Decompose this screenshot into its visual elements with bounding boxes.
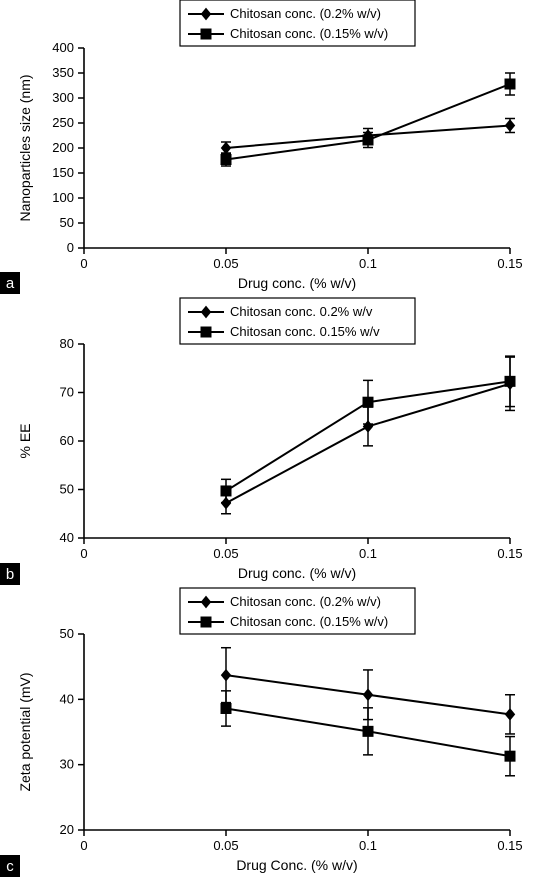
data-marker [505, 376, 516, 387]
legend-label: Chitosan conc. (0.15% w/v) [230, 26, 388, 41]
y-tick-label: 50 [60, 482, 74, 497]
y-tick-label: 50 [60, 215, 74, 230]
y-tick-label: 50 [60, 626, 74, 641]
panel-label: b [6, 566, 14, 583]
legend-marker-icon [201, 327, 212, 338]
x-axis-label: Drug conc. (% w/v) [238, 565, 356, 581]
x-tick-label: 0.05 [213, 838, 238, 853]
data-marker [221, 485, 232, 496]
y-tick-label: 80 [60, 336, 74, 351]
x-tick-label: 0.1 [359, 838, 377, 853]
data-marker [363, 688, 373, 701]
x-axis-label: Drug conc. (% w/v) [238, 275, 356, 291]
x-tick-label: 0 [80, 256, 87, 271]
data-marker [505, 79, 516, 90]
y-axis-label: % EE [17, 423, 33, 458]
data-marker [505, 708, 515, 721]
data-marker [505, 119, 515, 132]
y-axis-label: Zeta potential (mV) [17, 672, 33, 791]
data-marker [505, 751, 516, 762]
y-axis-label: Nanoparticles size (nm) [17, 74, 33, 221]
legend-label: Chitosan conc. 0.2% w/v [230, 304, 373, 319]
legend-label: Chitosan conc. 0.15% w/v [230, 324, 380, 339]
data-marker [221, 703, 232, 714]
y-tick-label: 150 [52, 165, 74, 180]
y-tick-label: 200 [52, 140, 74, 155]
x-tick-label: 0.15 [497, 256, 522, 271]
legend-label: Chitosan conc. (0.15% w/v) [230, 614, 388, 629]
x-tick-label: 0 [80, 838, 87, 853]
x-tick-label: 0.1 [359, 546, 377, 561]
data-marker [221, 669, 231, 682]
legend-marker-icon [201, 617, 212, 628]
y-tick-label: 400 [52, 40, 74, 55]
legend-marker-icon [201, 29, 212, 40]
x-axis-label: Drug Conc. (% w/v) [236, 857, 357, 873]
y-tick-label: 30 [60, 757, 74, 772]
panel-label: c [6, 858, 14, 875]
chart-svg: 05010015020025030035040000.050.10.15Nano… [0, 0, 534, 882]
y-tick-label: 0 [67, 240, 74, 255]
y-tick-label: 20 [60, 822, 74, 837]
data-marker [221, 154, 232, 165]
x-tick-label: 0 [80, 546, 87, 561]
legend-label: Chitosan conc. (0.2% w/v) [230, 594, 381, 609]
chart-root: 05010015020025030035040000.050.10.15Nano… [0, 0, 534, 882]
y-tick-label: 60 [60, 433, 74, 448]
y-tick-label: 250 [52, 115, 74, 130]
legend-label: Chitosan conc. (0.2% w/v) [230, 6, 381, 21]
y-tick-label: 100 [52, 190, 74, 205]
data-marker [363, 135, 374, 146]
data-marker [363, 726, 374, 737]
y-tick-label: 300 [52, 90, 74, 105]
x-tick-label: 0.1 [359, 256, 377, 271]
y-tick-label: 40 [60, 530, 74, 545]
panel-label: a [6, 275, 15, 292]
x-tick-label: 0.15 [497, 838, 522, 853]
x-tick-label: 0.05 [213, 546, 238, 561]
y-tick-label: 350 [52, 65, 74, 80]
data-marker [363, 397, 374, 408]
x-tick-label: 0.15 [497, 546, 522, 561]
x-tick-label: 0.05 [213, 256, 238, 271]
y-tick-label: 40 [60, 691, 74, 706]
y-tick-label: 70 [60, 385, 74, 400]
